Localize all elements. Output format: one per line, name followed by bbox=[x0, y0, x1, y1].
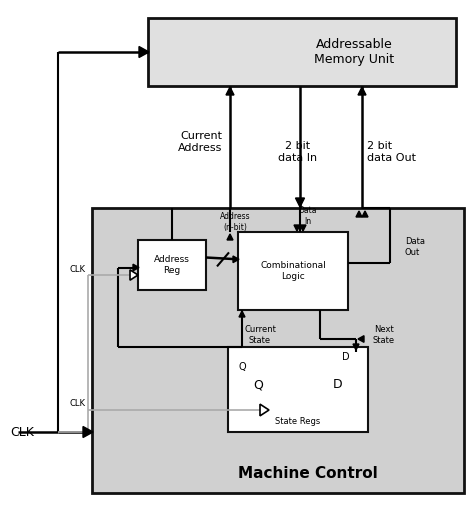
Polygon shape bbox=[362, 211, 368, 217]
Polygon shape bbox=[358, 336, 364, 342]
Text: D: D bbox=[342, 352, 350, 362]
Text: Q: Q bbox=[238, 362, 246, 372]
Text: Data
In: Data In bbox=[299, 206, 317, 225]
Polygon shape bbox=[130, 270, 138, 280]
Polygon shape bbox=[83, 427, 93, 438]
Text: Current
Address: Current Address bbox=[178, 131, 222, 153]
Polygon shape bbox=[300, 225, 306, 231]
Bar bbox=[138, 240, 206, 290]
Text: CLK: CLK bbox=[70, 400, 86, 409]
Bar bbox=[148, 18, 456, 86]
Text: Combinational
Logic: Combinational Logic bbox=[260, 261, 326, 280]
Text: Address
Reg: Address Reg bbox=[154, 256, 190, 275]
Polygon shape bbox=[353, 344, 359, 350]
Polygon shape bbox=[358, 87, 366, 95]
Text: Next
State: Next State bbox=[373, 325, 395, 345]
Text: CLK: CLK bbox=[70, 265, 86, 273]
Text: Addressable
Memory Unit: Addressable Memory Unit bbox=[314, 38, 394, 66]
Bar bbox=[238, 232, 348, 310]
Bar bbox=[92, 208, 464, 493]
Text: 2 bit
data In: 2 bit data In bbox=[278, 141, 318, 163]
Polygon shape bbox=[227, 234, 233, 240]
Text: Address
(n-bit): Address (n-bit) bbox=[219, 212, 250, 232]
Text: CLK: CLK bbox=[10, 426, 34, 438]
Polygon shape bbox=[260, 404, 269, 416]
Text: D: D bbox=[333, 378, 343, 391]
Text: Current
State: Current State bbox=[244, 325, 276, 345]
Polygon shape bbox=[294, 225, 300, 231]
Bar bbox=[228, 347, 368, 432]
Polygon shape bbox=[295, 198, 304, 207]
Text: Q: Q bbox=[253, 378, 263, 391]
Polygon shape bbox=[233, 256, 239, 263]
Text: 2 bit
data Out: 2 bit data Out bbox=[367, 141, 416, 163]
Polygon shape bbox=[356, 211, 362, 217]
Text: Machine Control: Machine Control bbox=[238, 466, 378, 480]
Polygon shape bbox=[139, 46, 149, 58]
Polygon shape bbox=[226, 87, 234, 95]
Text: State Regs: State Regs bbox=[275, 417, 320, 427]
Polygon shape bbox=[239, 311, 245, 317]
Text: Data
Out: Data Out bbox=[405, 237, 425, 257]
Polygon shape bbox=[133, 264, 139, 271]
